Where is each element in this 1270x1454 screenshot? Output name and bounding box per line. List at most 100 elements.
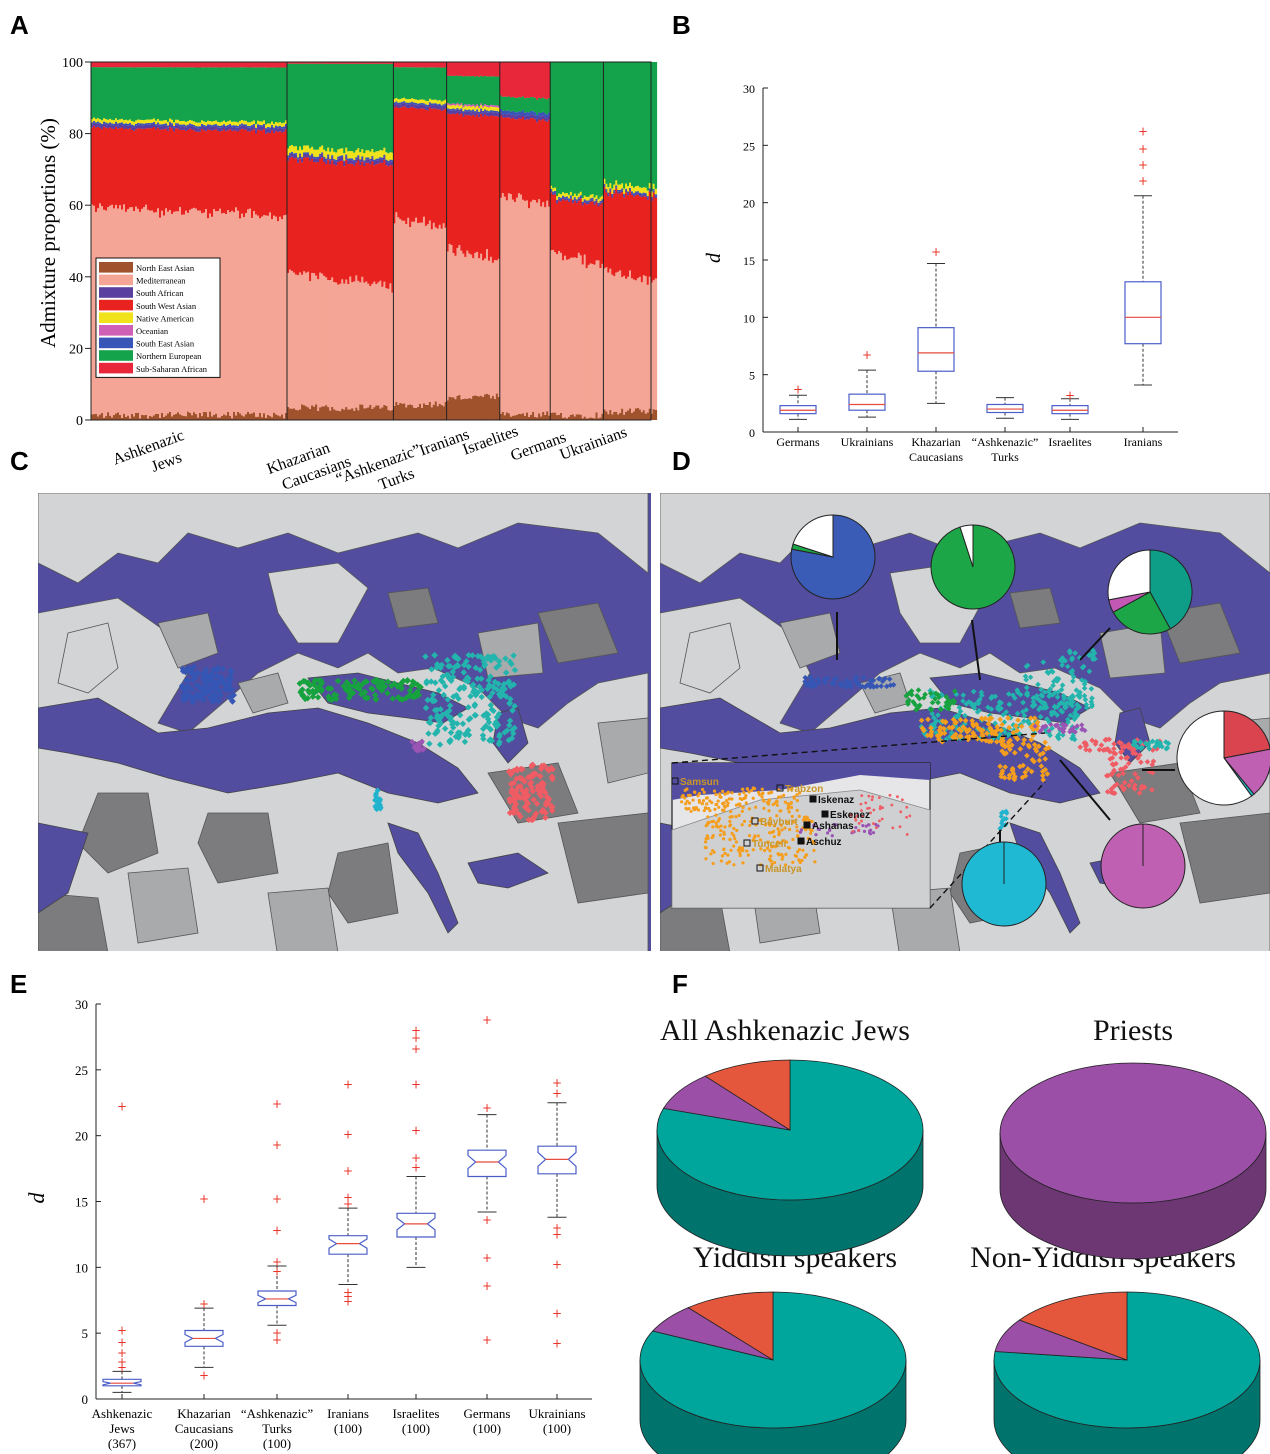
sample-point xyxy=(453,691,460,699)
admixture-segment xyxy=(307,63,310,146)
admixture-segment xyxy=(241,123,244,126)
admixture-segment xyxy=(460,104,463,109)
y-tick-label: 5 xyxy=(82,1326,89,1341)
admixture-segment xyxy=(143,415,146,420)
sample-point xyxy=(502,655,509,662)
admixture-segment xyxy=(249,127,252,132)
admixture-segment xyxy=(115,126,118,205)
admixture-segment xyxy=(538,115,541,120)
pie-slice xyxy=(687,1291,774,1361)
admixture-segment xyxy=(265,67,268,125)
admixture-segment xyxy=(579,414,583,420)
admixture-segment xyxy=(131,121,134,125)
admixture-segment xyxy=(373,281,376,408)
sample-point xyxy=(719,795,723,799)
admixture-segment xyxy=(468,104,471,107)
admixture-segment xyxy=(219,417,222,420)
admixture-segment xyxy=(203,411,206,420)
admixture-segment xyxy=(325,160,328,164)
admixture-segment xyxy=(303,62,306,64)
sample-point xyxy=(919,725,926,731)
admixture-segment xyxy=(253,412,256,420)
sample-point xyxy=(966,726,972,733)
admixture-segment xyxy=(615,188,618,273)
admixture-segment xyxy=(452,397,455,420)
admixture-segment xyxy=(191,62,194,68)
admixture-segment xyxy=(420,104,424,109)
admixture-segment xyxy=(299,158,302,273)
admixture-segment xyxy=(305,272,308,407)
admixture-segment xyxy=(183,126,186,130)
admixture-segment xyxy=(279,122,282,126)
sample-point xyxy=(942,719,949,726)
admixture-segment xyxy=(638,187,642,193)
legend-swatch xyxy=(99,350,133,361)
sample-point xyxy=(776,852,780,856)
sample-point xyxy=(783,800,787,804)
admixture-segment xyxy=(391,161,394,166)
sample-point xyxy=(1014,727,1020,734)
sample-point xyxy=(862,829,867,833)
admixture-segment xyxy=(131,124,134,127)
sample-point xyxy=(1136,790,1143,796)
sample-point xyxy=(914,692,920,699)
admixture-segment xyxy=(526,62,529,98)
sample-point xyxy=(703,840,708,844)
admixture-segment xyxy=(277,126,280,129)
sample-point xyxy=(797,848,802,852)
admixture-segment xyxy=(337,149,340,157)
sample-point xyxy=(462,677,469,684)
admixture-segment xyxy=(513,112,517,116)
admixture-segment xyxy=(489,115,493,257)
admixture-segment xyxy=(131,62,134,68)
admixture-segment xyxy=(478,62,481,77)
admixture-segment xyxy=(644,62,648,188)
admixture-segment xyxy=(546,118,549,122)
sample-point xyxy=(721,789,725,793)
admixture-segment xyxy=(403,97,406,102)
legend-label: Oceanian xyxy=(136,326,169,336)
admixture-segment xyxy=(426,404,430,420)
sample-point xyxy=(778,841,782,845)
legend-swatch xyxy=(99,325,133,336)
admixture-segment xyxy=(239,126,242,130)
map-country-mid xyxy=(237,672,289,714)
sample-point xyxy=(943,693,950,700)
sample-point xyxy=(1020,762,1026,769)
admixture-segment xyxy=(269,127,272,130)
sample-point xyxy=(807,818,811,822)
pie-slice xyxy=(1176,710,1253,806)
admixture-segment xyxy=(167,121,170,126)
admixture-segment xyxy=(638,196,642,277)
admixture-segment xyxy=(595,198,598,201)
admixture-segment xyxy=(213,67,216,121)
sample-point xyxy=(1089,695,1095,701)
sample-point xyxy=(449,673,457,681)
admixture-segment xyxy=(291,408,294,420)
admixture-segment xyxy=(319,159,322,273)
admixture-segment xyxy=(650,198,654,201)
sample-point xyxy=(896,795,899,799)
admixture-segment xyxy=(395,103,398,107)
admixture-segment xyxy=(454,255,457,400)
sample-point xyxy=(700,802,704,806)
admixture-segment xyxy=(307,271,310,408)
admixture-segment xyxy=(281,67,284,124)
admixture-segment xyxy=(177,67,180,120)
admixture-segment xyxy=(440,107,444,111)
admixture-segment xyxy=(131,413,134,420)
admixture-segment xyxy=(267,128,270,133)
admixture-segment xyxy=(153,118,156,122)
admixture-segment xyxy=(231,418,234,420)
panel-label-b: B xyxy=(672,10,691,40)
admixture-segment xyxy=(515,119,519,198)
admixture-segment xyxy=(203,62,206,68)
y-tick-label: 80 xyxy=(69,128,83,143)
sample-point xyxy=(738,851,742,855)
sample-point xyxy=(1054,722,1060,728)
admixture-segment xyxy=(397,62,400,68)
sample-point xyxy=(810,682,817,689)
admixture-segment xyxy=(601,413,604,420)
admixture-segment xyxy=(95,124,98,128)
admixture-segment xyxy=(363,62,366,64)
